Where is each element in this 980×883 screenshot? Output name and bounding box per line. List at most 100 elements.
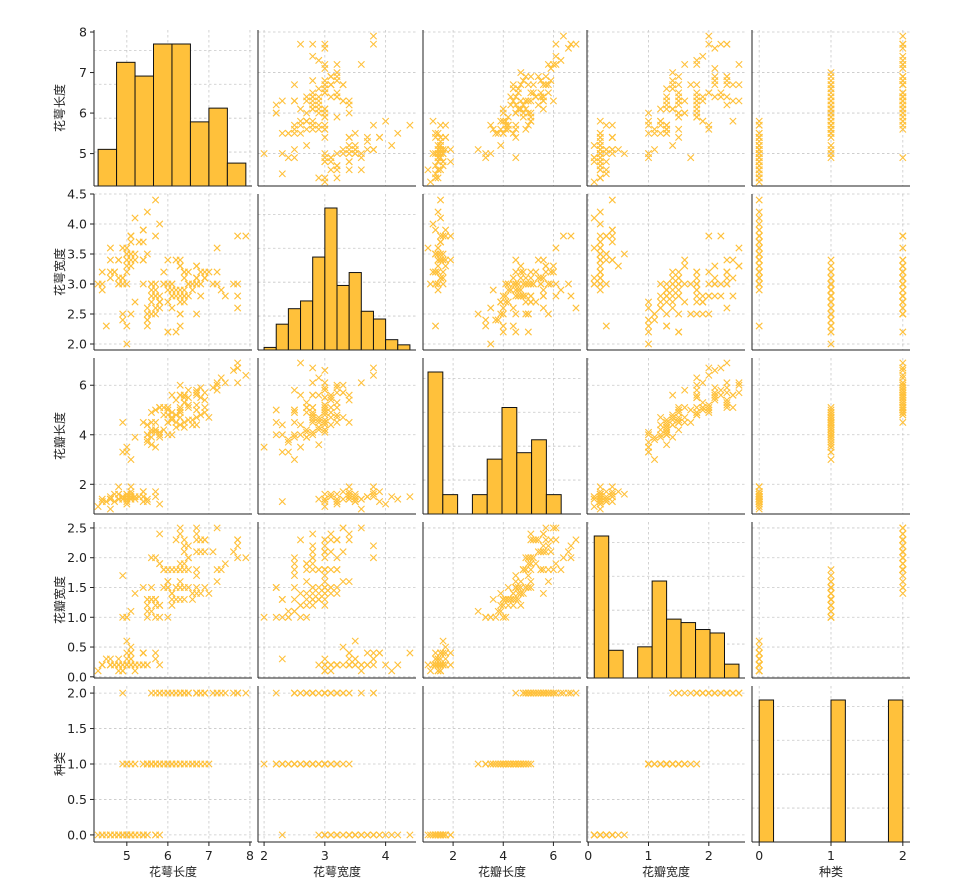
scatter-point bbox=[309, 542, 317, 550]
scatter-point bbox=[339, 524, 347, 532]
scatter-point bbox=[608, 483, 616, 491]
scatter-point bbox=[296, 129, 305, 137]
hist-bar bbox=[516, 452, 533, 514]
scatter-point bbox=[431, 226, 440, 234]
panel-3-3 bbox=[586, 522, 745, 679]
scatter-point bbox=[596, 117, 604, 125]
scatter-point bbox=[590, 493, 598, 501]
scatter-point bbox=[517, 68, 525, 77]
y-axis-label: 花瓣长度 bbox=[52, 412, 67, 460]
y-axis-label: 花萼宽度 bbox=[52, 248, 67, 296]
scatter-point bbox=[172, 328, 180, 336]
scatter-point bbox=[669, 298, 677, 306]
scatter-point bbox=[151, 443, 160, 451]
scatter-point bbox=[542, 262, 550, 270]
scatter-point bbox=[675, 310, 683, 318]
scatter-point bbox=[139, 418, 147, 426]
scatter-point bbox=[434, 166, 442, 174]
scatter-point bbox=[303, 613, 311, 621]
scatter-point bbox=[663, 426, 671, 434]
scatter-point bbox=[339, 831, 347, 839]
scatter-point bbox=[327, 566, 335, 574]
hist-bar bbox=[385, 339, 399, 350]
scatter-point bbox=[517, 589, 525, 598]
scatter-point bbox=[827, 145, 835, 154]
scatter-point bbox=[213, 689, 221, 697]
scatter-point bbox=[321, 689, 329, 697]
scatter-point bbox=[327, 73, 335, 81]
scatter-point bbox=[382, 500, 390, 508]
scatter-point bbox=[446, 649, 455, 657]
scatter-point bbox=[899, 524, 907, 532]
scatter-point bbox=[345, 649, 353, 657]
scatter-point bbox=[549, 262, 558, 270]
scatter-point bbox=[827, 601, 835, 609]
scatter-point bbox=[272, 431, 280, 439]
scatter-point bbox=[123, 280, 131, 288]
hist-bar bbox=[501, 407, 518, 514]
scatter-point bbox=[234, 232, 242, 240]
scatter-point bbox=[735, 381, 743, 389]
scatter-point bbox=[650, 310, 659, 318]
scatter-point bbox=[602, 149, 610, 158]
scatter-point bbox=[147, 298, 156, 306]
scatter-point bbox=[705, 232, 713, 240]
scatter-point bbox=[369, 689, 378, 697]
scatter-point bbox=[827, 571, 835, 580]
hist-bar bbox=[486, 458, 503, 514]
y-axis-label: 种类 bbox=[53, 752, 67, 776]
scatter-point bbox=[168, 601, 176, 609]
scatter-point bbox=[315, 416, 323, 424]
scatter-point bbox=[351, 129, 359, 137]
scatter-point bbox=[193, 389, 201, 397]
x-tick-label: 8 bbox=[246, 848, 254, 863]
scatter-point bbox=[529, 89, 537, 97]
scatter-point bbox=[596, 280, 604, 288]
scatter-point bbox=[315, 689, 323, 697]
panel-1-3 bbox=[586, 193, 745, 351]
scatter-4-0 bbox=[94, 689, 250, 839]
scatter-point bbox=[705, 292, 713, 300]
scatter-point bbox=[333, 113, 341, 121]
scatter-point bbox=[321, 571, 329, 580]
x-axis-label: 花瓣长度 bbox=[478, 864, 526, 879]
panel-0-0: 5 6 7 8 花萼长度 bbox=[52, 25, 252, 187]
scatter-point bbox=[572, 536, 580, 544]
scatter-point bbox=[339, 661, 347, 669]
hist-bar bbox=[226, 162, 247, 186]
scatter-point bbox=[382, 661, 390, 669]
scatter-point bbox=[127, 256, 135, 264]
scatter-point bbox=[151, 655, 160, 663]
scatter-point bbox=[309, 403, 317, 412]
scatter-point bbox=[705, 280, 713, 288]
scatter-point bbox=[494, 607, 502, 615]
scatter-point bbox=[309, 428, 317, 436]
scatter-point bbox=[474, 145, 482, 154]
scatter-point bbox=[98, 286, 106, 294]
scatter-point bbox=[669, 689, 677, 697]
scatter-point bbox=[321, 133, 329, 141]
scatter-point bbox=[290, 418, 299, 426]
scatter-point bbox=[345, 831, 353, 839]
scatter-point bbox=[296, 760, 305, 768]
scatter-point bbox=[229, 548, 238, 556]
scatter-point bbox=[303, 117, 311, 125]
scatter-point bbox=[439, 637, 447, 645]
scatter-point bbox=[369, 493, 378, 501]
hist-bar bbox=[545, 494, 562, 514]
scatter-point bbox=[608, 256, 616, 264]
scatter-point bbox=[151, 426, 160, 434]
scatter-point bbox=[315, 831, 323, 839]
scatter-point bbox=[309, 431, 317, 439]
scatter-point bbox=[290, 431, 299, 439]
scatter-point bbox=[504, 583, 512, 592]
scatter-point bbox=[656, 426, 665, 434]
scatter-point bbox=[675, 280, 683, 288]
hist-bar bbox=[348, 272, 362, 350]
scatter-point bbox=[321, 174, 329, 182]
scatter-point bbox=[899, 548, 907, 556]
scatter-point bbox=[160, 689, 168, 697]
scatter-point bbox=[650, 455, 659, 464]
scatter-point bbox=[539, 530, 547, 538]
scatter-point bbox=[434, 286, 442, 294]
